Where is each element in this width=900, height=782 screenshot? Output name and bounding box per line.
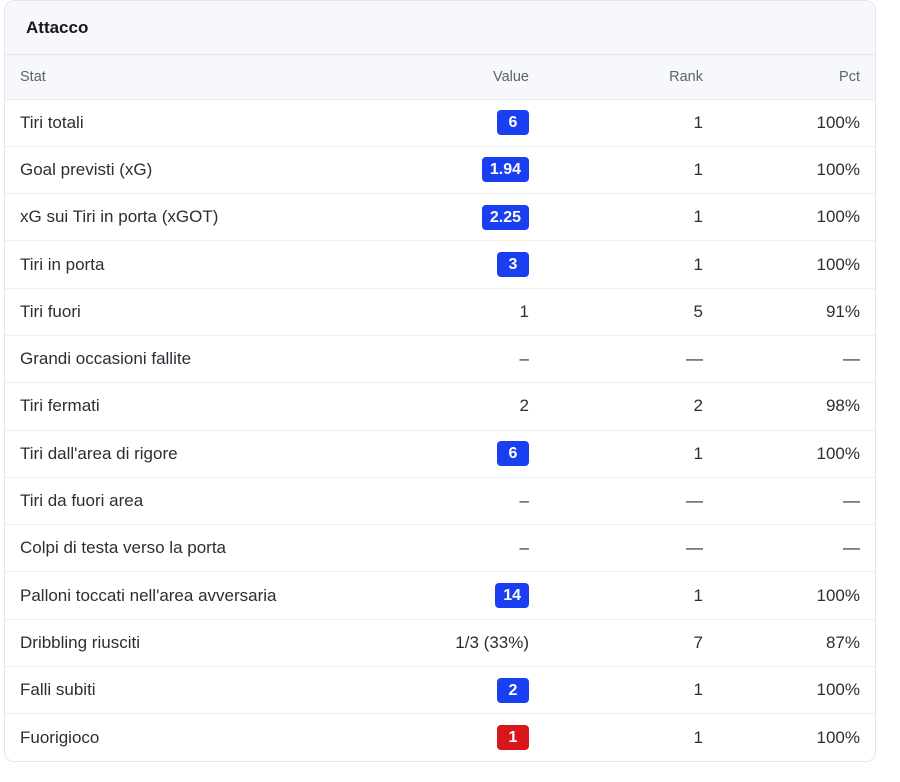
- stat-value: –: [519, 538, 529, 558]
- stat-name: Tiri fuori: [5, 288, 350, 336]
- column-header-pct: Pct: [703, 55, 875, 100]
- value-badge: 6: [497, 441, 529, 467]
- stat-value-cell: 1/3 (33%): [350, 619, 529, 668]
- stat-pct: 87%: [703, 619, 875, 668]
- table-row: Tiri dall'area di rigore 6 1 100%: [5, 430, 875, 478]
- stat-value-cell: 1: [350, 288, 529, 336]
- stat-rank: —: [529, 524, 703, 573]
- stat-pct: —: [703, 477, 875, 526]
- stat-pct: 100%: [816, 727, 860, 747]
- stat-pct: 100%: [703, 240, 875, 289]
- stat-name: Tiri fermati: [5, 382, 350, 431]
- stat-rank: —: [529, 477, 703, 526]
- value-badge: 2.25: [481, 204, 529, 230]
- stats-table: Stat Value Rank Pct Tiri totali 6 1 100% Goa…: [5, 55, 875, 761]
- stat-pct: 100%: [703, 99, 875, 147]
- stat-name: Colpi di testa verso la porta: [5, 524, 350, 573]
- stat-name: Dribbling riusciti: [5, 619, 350, 668]
- stat-pct: —: [703, 524, 875, 573]
- stat-value-cell: 2: [350, 382, 529, 431]
- stat-value-cell: 2.25: [350, 193, 529, 242]
- stat-name: Palloni toccati nell'area avversaria: [5, 571, 350, 620]
- table-row: Falli subiti 2 1 100%: [5, 666, 875, 715]
- stat-value-cell: 1.94: [350, 146, 529, 195]
- value-badge: 1.94: [481, 157, 529, 183]
- table-row: Tiri fermati 2 2 98%: [5, 382, 875, 431]
- stat-value: –: [519, 491, 529, 511]
- value-badge: 14: [495, 583, 529, 609]
- stat-pct: 100%: [703, 666, 875, 715]
- stat-pct: 100%: [703, 193, 875, 242]
- table-row: Palloni toccati nell'area avversaria 14 1 1…: [5, 571, 875, 620]
- table-row: Tiri totali 6 1 100%: [5, 99, 875, 147]
- stats-table-body: Tiri totali 6 1 100% Goal previsti (xG) 1.94 1…: [5, 99, 875, 761]
- stat-name: Falli subiti: [5, 666, 350, 715]
- stat-name: Tiri dall'area di rigore: [5, 430, 350, 478]
- value-badge: 6: [497, 110, 529, 136]
- value-badge: 3: [497, 252, 529, 278]
- table-row: xG sui Tiri in porta (xGOT) 2.25 1 100%: [5, 193, 875, 242]
- stat-value-cell: 6: [350, 99, 529, 147]
- stat-value: –: [519, 349, 529, 369]
- stat-rank: 1: [529, 666, 703, 715]
- table-row: Tiri da fuori area – — —: [5, 477, 875, 526]
- value-badge: 1: [497, 725, 529, 751]
- stat-rank: 1: [529, 99, 703, 147]
- stat-rank: 1: [529, 146, 703, 195]
- stat-value-cell: 1: [350, 714, 529, 761]
- table-row: Dribbling riusciti 1/3 (33%) 7 87%: [5, 619, 875, 668]
- stat-pct: 100%: [703, 146, 875, 195]
- stat-value-cell: –: [350, 524, 529, 573]
- stat-value-cell: 2: [350, 666, 529, 715]
- column-header-value: Value: [350, 55, 529, 100]
- stat-value-cell: –: [350, 477, 529, 526]
- stat-name: Grandi occasioni fallite: [5, 335, 350, 384]
- card-title: Attacco: [26, 17, 89, 37]
- table-row: Tiri fuori 1 5 91%: [5, 288, 875, 336]
- stat-name: Tiri totali: [5, 99, 350, 147]
- stat-rank: 1: [529, 430, 703, 478]
- stat-pct: 100%: [703, 571, 875, 620]
- table-row: Tiri in porta 3 1 100%: [5, 240, 875, 289]
- stat-rank: 2: [529, 382, 703, 431]
- table-row: Colpi di testa verso la porta – — —: [5, 524, 875, 573]
- stat-value-cell: 14: [350, 571, 529, 620]
- stat-value: 1/3 (33%): [455, 632, 529, 652]
- stat-pct: —: [703, 335, 875, 384]
- stat-value-cell: –: [350, 335, 529, 384]
- card-header: Attacco: [5, 1, 875, 55]
- stat-rank: 1: [529, 240, 703, 289]
- stat-pct: 91%: [703, 288, 875, 336]
- stat-name: xG sui Tiri in porta (xGOT): [5, 193, 350, 242]
- stat-value: 1: [519, 301, 529, 321]
- stat-name: Tiri in porta: [5, 240, 350, 289]
- stat-pct: 98%: [703, 382, 875, 431]
- attack-stats-card: Attacco Stat Value Rank Pct Tiri totali 6…: [4, 0, 876, 762]
- table-row: Grandi occasioni fallite – — —: [5, 335, 875, 384]
- stat-rank: 1: [529, 193, 703, 242]
- stat-pct: 100%: [703, 430, 875, 478]
- stat-rank: 5: [529, 288, 703, 336]
- stat-value-cell: 6: [350, 430, 529, 478]
- table-row: Fuorigioco 1 1 100%: [5, 714, 875, 761]
- stat-name: Goal previsti (xG): [5, 146, 350, 195]
- column-header-stat: Stat: [5, 55, 350, 100]
- stat-value-cell: 3: [350, 240, 529, 289]
- stat-rank: 1: [529, 571, 703, 620]
- table-header-row: Stat Value Rank Pct: [5, 55, 875, 100]
- value-badge: 2: [497, 677, 529, 703]
- stat-rank: 1: [693, 727, 703, 747]
- column-header-rank: Rank: [529, 55, 703, 100]
- stat-rank: 7: [529, 619, 703, 668]
- stat-name: Tiri da fuori area: [5, 477, 350, 526]
- stat-name: Fuorigioco: [20, 727, 100, 747]
- stat-value: 2: [519, 396, 529, 416]
- table-row: Goal previsti (xG) 1.94 1 100%: [5, 146, 875, 195]
- stat-rank: —: [529, 335, 703, 384]
